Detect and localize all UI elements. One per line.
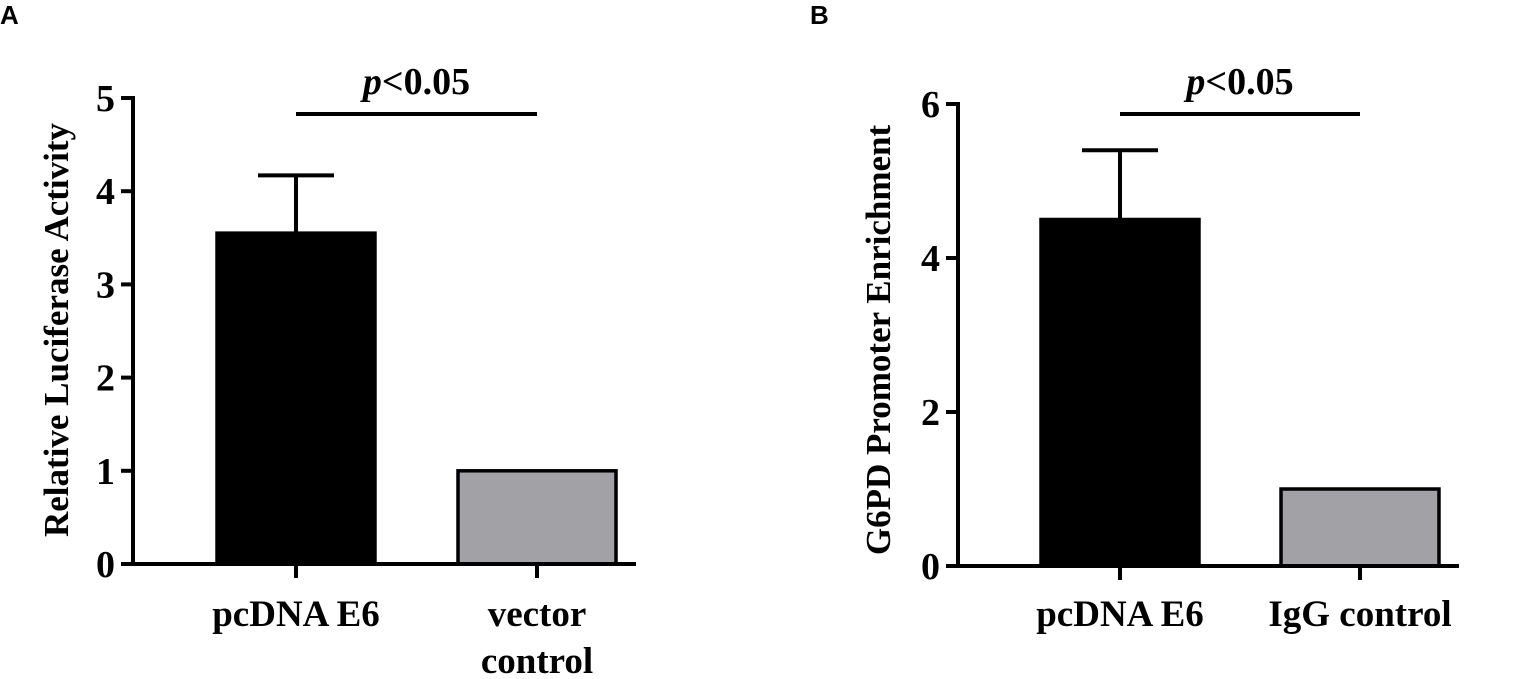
panel-a-y-tick-label-2: 2 [96, 358, 115, 400]
panel-b-significance-value: <0.05 [1205, 61, 1293, 103]
panel-a-category-label-1-line-0: vector [488, 594, 587, 635]
panel-a-label: A [0, 0, 19, 30]
panel-a: A Relative Luciferase Activity 0 1 2 3 4 5 pcD… [0, 0, 636, 679]
panel-a-significance-value: <0.05 [382, 61, 470, 103]
panel-a-category-label-1-line-1: control [481, 641, 593, 679]
panel-a-category-label-0: pcDNA E6 [212, 594, 380, 635]
panel-a-significance-label: p<0.05 [360, 61, 470, 103]
panel-a-y-tick-label-1: 1 [96, 451, 115, 493]
panel-b-significance-label: p<0.05 [1183, 61, 1293, 103]
panel-a-bar-1 [456, 469, 618, 566]
panel-a-y-tick-label-3: 3 [96, 264, 115, 306]
panel-a-y-tick-label-0: 0 [96, 544, 115, 586]
panel-b-category-label-1-line-0: IgG control [1268, 594, 1451, 635]
panel-b-y-tick-label-1: 2 [921, 392, 940, 434]
panel-b-y-tick-label-2: 4 [921, 238, 940, 280]
panel-b-significance-p: p [1183, 61, 1205, 103]
panel-b-bar-1 [1279, 487, 1441, 568]
panel-a-y-tick-label-5: 5 [96, 78, 115, 120]
panel-a-y-axis-label: Relative Luciferase Activity [37, 122, 76, 537]
panel-b-category-label-0: pcDNA E6 [1036, 594, 1204, 635]
panel-b-category-label-0-line-0: pcDNA E6 [1036, 594, 1204, 635]
panel-b-label: B [810, 0, 829, 30]
panel-b-y-tick-label-0: 0 [921, 546, 940, 588]
panel-a-category-label-0-line-0: pcDNA E6 [212, 594, 380, 635]
panel-a-significance-p: p [360, 61, 382, 103]
panel-b: B G6PD Promoter Enrichment 0 2 4 6 pcDNA E6 I… [810, 0, 1459, 635]
panel-b-category-label-1: IgG control [1268, 594, 1451, 635]
panel-b-bar-0 [1039, 217, 1201, 568]
panel-b-y-tick-label-3: 6 [921, 84, 940, 126]
panel-b-y-axis-label: G6PD Promoter Enrichment [859, 125, 898, 556]
panel-a-y-tick-label-4: 4 [96, 171, 115, 213]
panel-a-category-label-1: vector control [481, 594, 593, 679]
panel-a-bar-0 [215, 231, 377, 566]
